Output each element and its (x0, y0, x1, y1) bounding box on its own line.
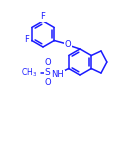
Text: O: O (44, 78, 51, 87)
Text: F: F (24, 35, 29, 44)
Text: F: F (41, 12, 45, 21)
Text: CH$_3$: CH$_3$ (21, 66, 37, 79)
Text: NH: NH (51, 70, 64, 79)
Text: S: S (45, 68, 51, 77)
Text: O: O (65, 40, 71, 49)
Text: O: O (44, 58, 51, 67)
